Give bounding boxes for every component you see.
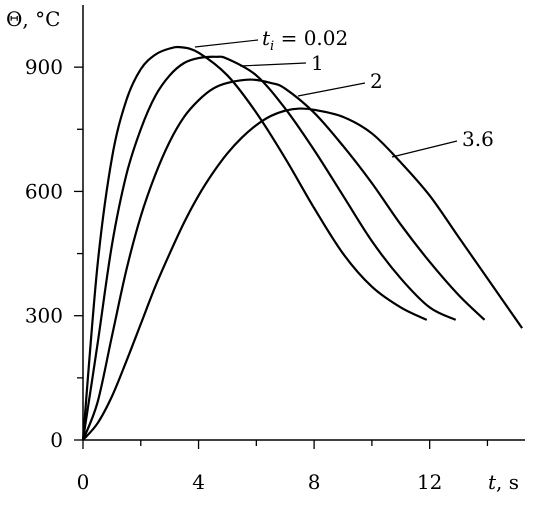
leader-line <box>194 39 259 48</box>
series-label: 2 <box>370 69 383 93</box>
series-label-subscript: i <box>270 39 274 54</box>
series-label-value: = 0.02 <box>274 26 348 50</box>
leader-line <box>239 62 307 67</box>
y-tick-label: 300 <box>25 304 63 328</box>
x-tick-label: 8 <box>308 470 321 494</box>
leader-line <box>391 140 458 158</box>
series-label: 1 <box>311 51 324 75</box>
x-tick-label: 12 <box>417 470 442 494</box>
x-axis-title: t, s <box>488 470 519 494</box>
x-tick-label: 0 <box>77 470 90 494</box>
y-axis-title: Θ, °C <box>6 7 60 31</box>
series-line-3-6 <box>82 107 524 441</box>
x-tick-label: 4 <box>192 470 205 494</box>
series-line-0-02 <box>81 45 428 441</box>
y-tick-label: 900 <box>25 55 63 79</box>
y-tick-label: 0 <box>50 428 63 452</box>
series-label-var: t <box>262 26 271 50</box>
y-tick-label: 600 <box>25 179 63 203</box>
series-line-2 <box>81 78 486 441</box>
x-axis-title-var: t <box>488 470 497 494</box>
series-label: 3.6 <box>462 127 494 151</box>
curves <box>81 45 524 441</box>
series-line-1 <box>81 55 457 441</box>
series-label: ti = 0.02 <box>262 26 348 54</box>
leader-line <box>297 82 366 97</box>
x-axis-title-unit: , s <box>496 470 519 494</box>
curve-labels: ti = 0.021 2 3.6 <box>194 26 494 158</box>
